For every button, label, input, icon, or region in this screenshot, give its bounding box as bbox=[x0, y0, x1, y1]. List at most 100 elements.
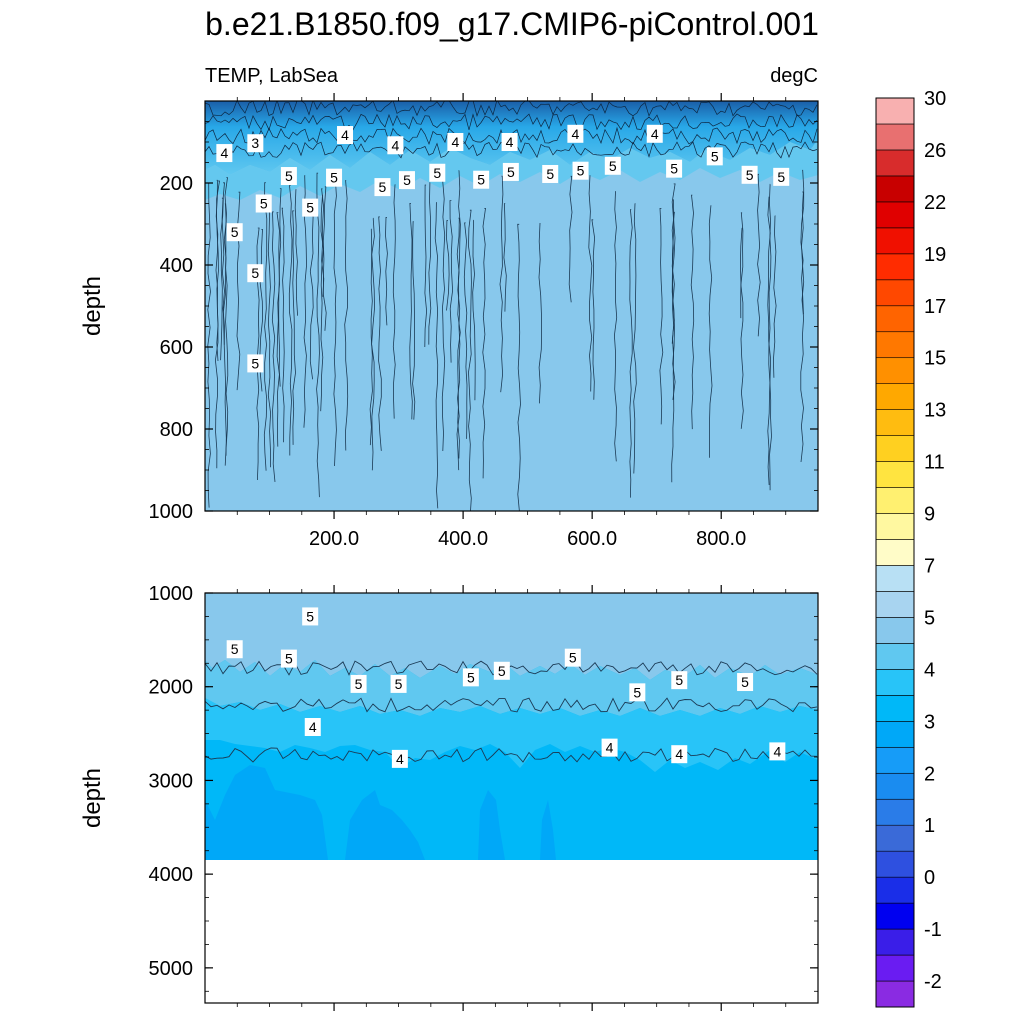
contour-label-value: 5 bbox=[746, 167, 754, 183]
colorbar-swatch bbox=[875, 772, 915, 800]
streak bbox=[333, 177, 337, 467]
upper-xtick-label: 400.0 bbox=[438, 528, 488, 550]
contour-label: 5 bbox=[247, 354, 264, 373]
contour-label-box bbox=[326, 168, 343, 187]
contour-label-value: 5 bbox=[507, 164, 515, 180]
contour-label-box bbox=[671, 671, 688, 690]
lower-ytick-label: 3000 bbox=[149, 770, 194, 792]
contour-label-box bbox=[302, 198, 319, 217]
lower-5-lower-layer bbox=[205, 660, 818, 716]
contour-label-box bbox=[666, 159, 683, 178]
contour-label: 3 bbox=[247, 134, 264, 153]
streak bbox=[690, 194, 695, 430]
contour-label-box bbox=[462, 668, 479, 687]
streak bbox=[236, 191, 241, 391]
colorbar-swatch bbox=[875, 201, 915, 229]
contour-label: 5 bbox=[564, 648, 581, 667]
contour-label-box bbox=[572, 161, 589, 180]
lower-contour-line bbox=[205, 697, 818, 713]
contour-label-box bbox=[629, 683, 646, 702]
colorbar-label: 22 bbox=[924, 192, 946, 214]
contour-label-box bbox=[741, 165, 758, 184]
streak bbox=[263, 182, 268, 471]
contour-label-box bbox=[302, 607, 319, 626]
contour-label-box bbox=[280, 649, 297, 668]
contour-label-value: 4 bbox=[309, 719, 317, 735]
contour-label: 5 bbox=[398, 171, 415, 190]
contour-label: 5 bbox=[302, 607, 319, 626]
lower-3-pocket-small-2 bbox=[540, 800, 556, 860]
contour-label-box bbox=[542, 164, 559, 183]
contour-label-box bbox=[304, 718, 321, 737]
colorbar-swatch bbox=[875, 824, 915, 852]
contour-label: 5 bbox=[493, 661, 510, 680]
upper-ytick-label: 1000 bbox=[149, 501, 194, 523]
contour-label-value: 4 bbox=[396, 751, 404, 767]
streak bbox=[424, 184, 428, 348]
contour-label-value: 5 bbox=[306, 608, 314, 624]
colorbar-swatch bbox=[875, 227, 915, 255]
streak bbox=[659, 208, 664, 425]
colorbar-swatch bbox=[875, 97, 915, 125]
streak bbox=[385, 217, 388, 326]
colorbar-label: 2 bbox=[924, 763, 935, 785]
lower-3-pocket-mid bbox=[345, 790, 425, 860]
streak bbox=[412, 221, 416, 420]
streak bbox=[588, 175, 593, 392]
streak bbox=[740, 212, 744, 429]
streak bbox=[499, 175, 504, 393]
contour-label-value: 5 bbox=[675, 672, 683, 688]
streak bbox=[613, 191, 618, 462]
contour-label-value: 4 bbox=[675, 746, 683, 762]
upper-xtick-label: 600.0 bbox=[567, 528, 617, 550]
streak bbox=[267, 196, 272, 468]
streak bbox=[446, 220, 450, 311]
colorbar-label: 17 bbox=[924, 296, 946, 318]
streak bbox=[671, 211, 675, 483]
lower-ticks: 1000 2000 3000 4000 5000 bbox=[149, 583, 818, 1011]
colorbar-label: -1 bbox=[924, 919, 942, 941]
contour-label: 4 bbox=[769, 742, 786, 761]
streak bbox=[456, 217, 461, 471]
colorbar-swatch bbox=[875, 721, 915, 748]
streak bbox=[322, 186, 327, 331]
contour-label-value: 5 bbox=[231, 641, 239, 657]
colorbar-label: 3 bbox=[924, 711, 935, 733]
contour-label-box bbox=[247, 264, 264, 283]
upper-streaks bbox=[207, 169, 805, 511]
colorbar-label: -2 bbox=[924, 971, 942, 993]
contour-label-box bbox=[769, 742, 786, 761]
contour-label-box bbox=[247, 354, 264, 373]
contour-label-value: 5 bbox=[260, 196, 268, 212]
contour-label-box bbox=[646, 124, 663, 143]
contour-label-box bbox=[604, 156, 621, 175]
contour-label-value: 5 bbox=[251, 355, 259, 371]
contour-label-value: 5 bbox=[433, 165, 441, 181]
streak bbox=[288, 185, 293, 456]
contour-label-box bbox=[429, 163, 446, 182]
colorbar-label: 4 bbox=[924, 659, 935, 681]
upper-xtick-label: 200.0 bbox=[309, 528, 359, 550]
contour-label: 4 bbox=[387, 136, 404, 155]
contour-label-value: 5 bbox=[285, 651, 293, 667]
colorbar-swatch bbox=[875, 253, 915, 281]
contour-label-value: 5 bbox=[546, 166, 554, 182]
contour-label: 4 bbox=[671, 745, 688, 764]
contour-label: 5 bbox=[671, 671, 688, 690]
streak bbox=[378, 216, 382, 451]
contour-label: 5 bbox=[741, 165, 758, 184]
streak bbox=[757, 173, 761, 337]
contour-label-box bbox=[390, 674, 407, 693]
contour-label: 5 bbox=[302, 198, 319, 217]
streak bbox=[441, 180, 446, 452]
streak bbox=[739, 227, 743, 319]
contour-label: 5 bbox=[326, 168, 343, 187]
contour-label: 5 bbox=[706, 147, 723, 166]
colorbar-swatch bbox=[875, 902, 915, 930]
chart-title: b.e21.B1850.f09_g17.CMIP6-piControl.001 bbox=[205, 6, 819, 42]
colorbar-label: 7 bbox=[924, 555, 935, 577]
contour-label: 5 bbox=[773, 167, 790, 186]
streak bbox=[591, 219, 596, 400]
contour-label-value: 5 bbox=[467, 669, 475, 685]
